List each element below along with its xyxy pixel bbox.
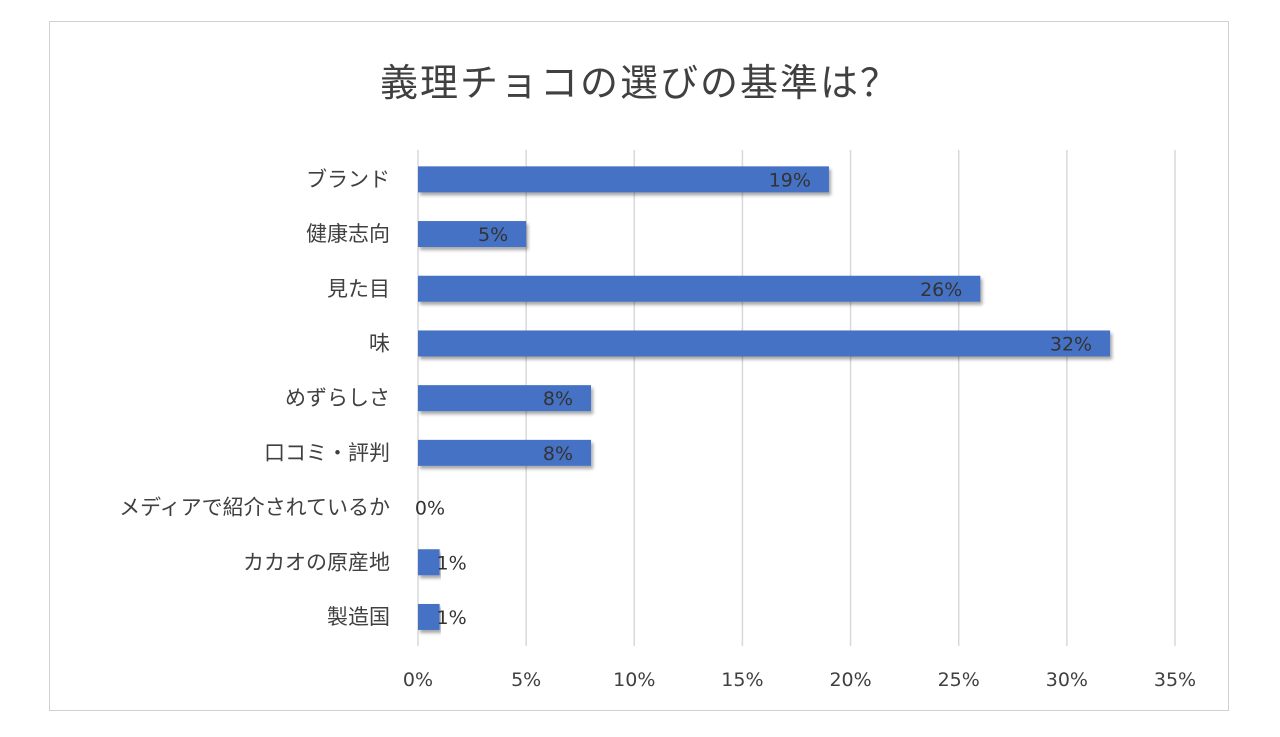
x-tick-label: 0% <box>403 669 433 691</box>
x-tick-label: 20% <box>829 669 871 691</box>
category-label: 製造国 <box>327 605 390 629</box>
category-label: ブランド <box>306 167 390 191</box>
chart-frame <box>49 21 1229 711</box>
category-label: 見た目 <box>327 277 390 301</box>
x-tick-label: 15% <box>721 669 763 691</box>
bar <box>418 603 440 630</box>
x-tick-label: 10% <box>613 669 655 691</box>
category-label: メディアで紹介されているか <box>119 496 390 520</box>
bar <box>418 330 1111 357</box>
data-label: 8% <box>543 388 573 410</box>
x-axis-ticks: 0% 5% 10% 15% 20% 25% 30% 35% <box>403 669 1196 691</box>
bar <box>418 385 592 412</box>
data-label: 5% <box>478 224 508 246</box>
category-labels: ブランド健康志向見た目味めずらしさ口コミ・評判メディアで紹介されているかカカオの… <box>119 167 390 629</box>
data-label: 26% <box>920 279 962 301</box>
data-label: 1% <box>437 607 467 629</box>
bar <box>418 549 440 576</box>
data-label: 8% <box>543 443 573 465</box>
category-label: 健康志向 <box>306 222 390 246</box>
bar <box>418 221 527 248</box>
data-label: 1% <box>437 552 467 574</box>
bar <box>418 439 592 466</box>
bar <box>418 275 981 302</box>
bar <box>418 166 829 193</box>
x-tick-label: 5% <box>511 669 541 691</box>
x-tick-label: 35% <box>1154 669 1196 691</box>
x-tick-label: 25% <box>938 669 980 691</box>
category-label: 味 <box>369 331 390 355</box>
category-label: 口コミ・評判 <box>264 441 390 465</box>
data-label: 32% <box>1050 333 1092 355</box>
x-tick-label: 30% <box>1046 669 1088 691</box>
data-label: 19% <box>769 169 811 191</box>
data-label: 0% <box>415 498 445 520</box>
chart-title: 義理チョコの選びの基準は？ <box>379 61 900 105</box>
category-label: カカオの原産地 <box>243 550 390 574</box>
bars: 19% 5% 26% 32% 8% 8% 0% 1% 1% <box>415 166 1111 630</box>
category-label: めずらしさ <box>285 386 390 410</box>
